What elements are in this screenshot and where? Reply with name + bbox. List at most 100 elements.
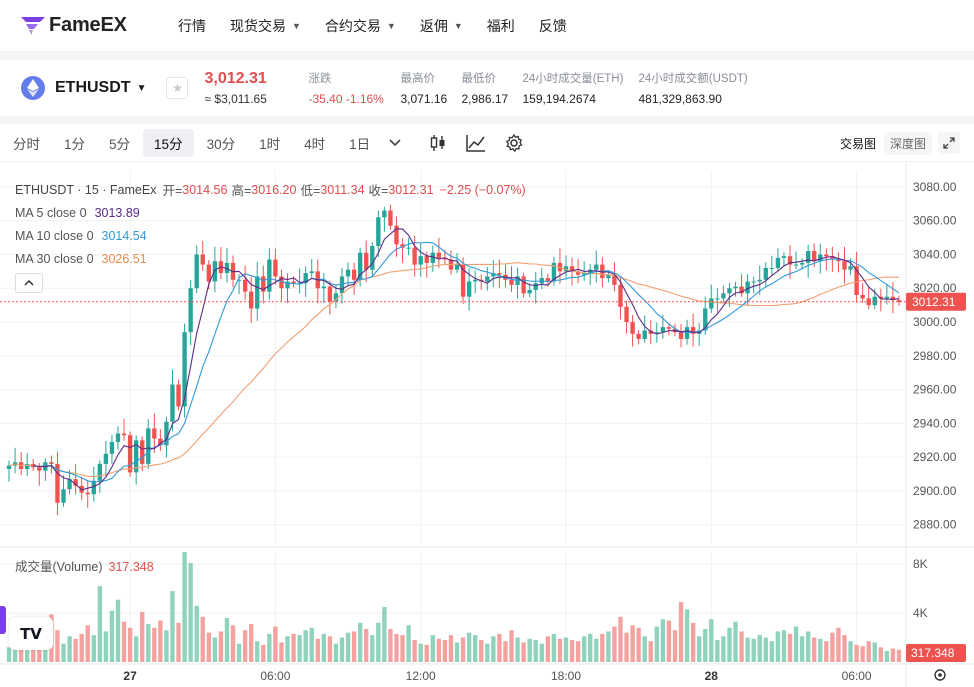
volume-bar <box>121 621 127 662</box>
nav-item-4[interactable]: 福利 <box>487 16 515 36</box>
candle-body <box>430 252 435 263</box>
ma5-line <box>33 228 900 491</box>
candle-body <box>267 259 272 292</box>
volume-bar <box>127 627 133 662</box>
candle-body <box>436 252 442 258</box>
candle-body <box>721 293 726 299</box>
volume-bar <box>321 633 327 662</box>
volume-bar <box>182 552 187 662</box>
volume-bar <box>684 609 690 662</box>
volume-bar <box>188 563 193 662</box>
volume-bar <box>854 644 859 662</box>
volume-bar <box>333 643 339 662</box>
symbol-selector[interactable]: ETHUSDT <box>55 79 131 96</box>
volume-bar <box>194 605 199 662</box>
volume-bar <box>466 632 472 662</box>
legend-title: ETHUSDT · 15 · FameEx <box>15 182 157 197</box>
nav-item-0[interactable]: 行情 <box>178 16 206 36</box>
volume-bar <box>424 644 429 662</box>
timeframe-tab-5[interactable]: 1时 <box>259 136 281 152</box>
volume-bar <box>491 636 496 662</box>
volume-bar <box>376 622 381 662</box>
candle-body <box>55 463 60 503</box>
timeframe-tab-4[interactable]: 30分 <box>206 136 236 152</box>
candle-body <box>188 288 193 333</box>
candle-body <box>97 463 103 481</box>
candle-body <box>109 441 115 454</box>
legend-high-label: 高= <box>231 184 252 198</box>
candlestick-type-icon[interactable] <box>427 132 449 154</box>
volume-bar <box>218 631 224 662</box>
volume-bar <box>18 646 24 662</box>
volume-bar <box>152 627 157 662</box>
nav-item-1[interactable]: 现货交易 ▼ <box>230 16 301 36</box>
volume-bar <box>781 630 787 662</box>
volume-bar <box>636 627 641 662</box>
candle-body <box>751 281 756 283</box>
candle-body <box>812 251 817 262</box>
candle-body <box>406 247 411 249</box>
candle-body <box>224 262 230 274</box>
price-tick-label: 2900.00 <box>913 484 957 498</box>
view-tab-1[interactable]: 深度图 <box>883 132 932 155</box>
volume-bar <box>878 647 883 662</box>
nav-item-3[interactable]: 返佣 ▼ <box>420 16 463 36</box>
brand-logo[interactable]: FameEX <box>20 14 138 37</box>
candle-body <box>569 266 575 272</box>
favorite-star-icon[interactable]: ★ <box>166 77 189 99</box>
candle-body <box>357 252 363 280</box>
side-panel-tab[interactable] <box>0 606 6 634</box>
nav-item-2[interactable]: 合约交易 ▼ <box>325 16 396 36</box>
volume-bar <box>55 630 60 662</box>
ticker-stat: 24小时成交量(ETH) 159,194.2674 <box>522 70 638 106</box>
volume-bar <box>303 630 308 662</box>
volume-label: 成交量(Volume) <box>15 560 103 574</box>
timeframe-tab-3[interactable]: 15分 <box>143 128 194 157</box>
candle-body <box>848 266 853 270</box>
price-tick-label: 3040.00 <box>913 247 957 261</box>
price-chart[interactable]: 3012.31 3080.00 3060.00 3040.00 3020.00 3000.… <box>0 162 974 687</box>
candle-body <box>497 273 502 275</box>
volume-bar <box>727 627 732 662</box>
volume-bar <box>351 631 357 662</box>
volume-bar <box>860 646 865 662</box>
view-tab-0[interactable]: 交易图 <box>833 132 882 155</box>
time-tick-label: 06:00 <box>260 669 290 683</box>
ticker-stat-value: 2,986.17 <box>461 92 509 106</box>
fullscreen-expand-icon[interactable] <box>938 132 960 154</box>
indicators-icon[interactable] <box>465 132 487 154</box>
tradingview-logo[interactable]: TV <box>9 617 53 650</box>
timeframe-tab-7[interactable]: 1日 <box>349 136 371 152</box>
candle-body <box>103 453 109 464</box>
ma30-value: 3026.51 <box>101 251 147 266</box>
timeframe-tab-0[interactable]: 分时 <box>13 136 40 152</box>
current-volume-label: 317.348 <box>911 646 955 660</box>
volume-bar <box>85 625 90 662</box>
more-timeframes-chevron-icon[interactable] <box>385 133 405 153</box>
candle-body <box>364 252 369 270</box>
candle-body <box>709 298 714 309</box>
volume-bar <box>715 640 720 662</box>
settings-gear-icon[interactable] <box>503 132 525 154</box>
caret-down-icon[interactable]: ▼ <box>136 82 147 94</box>
candle-body <box>327 286 333 302</box>
candle-body <box>630 322 635 334</box>
nav-item-5[interactable]: 反馈 <box>539 16 567 36</box>
timeframe-tab-2[interactable]: 5分 <box>109 136 131 152</box>
volume-bar <box>364 629 369 662</box>
candle-body <box>878 296 883 299</box>
volume-bar <box>115 599 121 662</box>
candle-body <box>164 421 169 446</box>
time-tick-label: 06:00 <box>842 669 872 683</box>
legend-collapse-chevron-icon[interactable] <box>15 273 43 293</box>
timeframe-tab-6[interactable]: 4时 <box>304 136 326 152</box>
ticker-stat-value: 3,071.16 <box>400 92 448 106</box>
candle-body <box>485 276 490 282</box>
volume-bar <box>109 610 115 662</box>
candle-body <box>594 264 599 270</box>
candle-body <box>345 269 351 277</box>
volume-bar <box>412 640 417 662</box>
timeframe-tab-1[interactable]: 1分 <box>64 136 86 152</box>
candle-body <box>261 276 266 292</box>
volume-bar <box>539 643 544 662</box>
